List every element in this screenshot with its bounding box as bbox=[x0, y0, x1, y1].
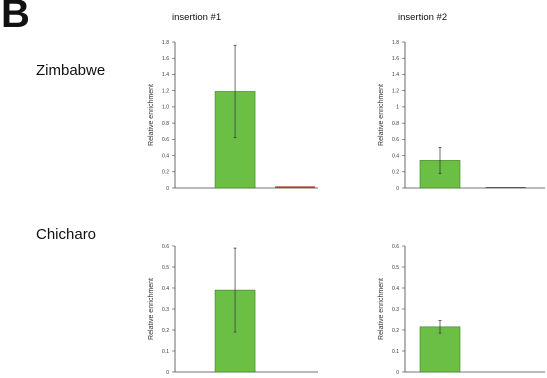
chart-2-y-tick-label: 1.8 bbox=[392, 40, 399, 46]
chart-2-y-tick-label: 0.4 bbox=[392, 153, 399, 159]
chart-1-y-tick-label: 0.4 bbox=[162, 153, 169, 159]
chart-2-bar-2 bbox=[485, 187, 526, 188]
chart-4-y-tick-label: 0.5 bbox=[392, 265, 399, 271]
chart-3-y-tick-label: 0.1 bbox=[162, 349, 169, 355]
chart-2-y-tick-label: 0.8 bbox=[392, 121, 399, 127]
chart-1-y-tick-label: 0 bbox=[166, 186, 169, 192]
chart-1-y-tick-label: 1.6 bbox=[162, 56, 169, 62]
chart-2-y-tick-label: 0 bbox=[396, 186, 399, 192]
chart-1-bar-2 bbox=[275, 186, 316, 188]
chart-3-y-tick-label: 0.2 bbox=[162, 328, 169, 334]
chart-4-y-tick-label: 0.2 bbox=[392, 328, 399, 334]
row-header-chicharo: Chicharo bbox=[36, 226, 97, 243]
chart-2-y-tick-label: 1.4 bbox=[392, 72, 399, 78]
chart-3-y-tick-label: 0.3 bbox=[162, 307, 169, 313]
chart-4-y-tick-label: 0.6 bbox=[392, 244, 399, 250]
chart-1-y-tick-label: 1.2 bbox=[162, 88, 169, 94]
chart-2-y-tick-label: 0.6 bbox=[392, 137, 399, 143]
chart-2-y-tick-label: 1 bbox=[396, 105, 399, 111]
chart-1-y-tick-label: 1.0 bbox=[162, 105, 169, 111]
column-header-insertion-2: insertion #2 bbox=[398, 12, 448, 23]
chart-4-y-tick-label: 0 bbox=[396, 370, 399, 376]
row-header-zimbabwe: Zimbabwe bbox=[36, 62, 106, 79]
chart-2-y-tick-label: 1.2 bbox=[392, 88, 399, 94]
chart-3-y-tick-label: 0.6 bbox=[162, 244, 169, 250]
chart-3-y-axis-label: Relative enrichment bbox=[148, 278, 155, 340]
chart-1-y-tick-label: 0.2 bbox=[162, 170, 169, 176]
chart-2-y-tick-label: 0.2 bbox=[392, 170, 399, 176]
chart-1-y-axis-label: Relative enrichment bbox=[148, 84, 155, 146]
chart-2-y-tick-label: 1.6 bbox=[392, 56, 399, 62]
chart-4-y-tick-label: 0.4 bbox=[392, 286, 399, 292]
column-header-insertion-1: insertion #1 bbox=[172, 12, 222, 23]
chart-1-y-tick-label: 0.6 bbox=[162, 137, 169, 143]
chart-1-y-tick-label: 0.8 bbox=[162, 121, 169, 127]
chart-4-bar-1 bbox=[419, 326, 461, 373]
chart-3-y-tick-label: 0 bbox=[166, 370, 169, 376]
panel-letter: B bbox=[1, 0, 30, 36]
chart-1-y-tick-label: 1.4 bbox=[162, 72, 169, 78]
chart-2-y-axis-label: Relative enrichment bbox=[378, 84, 385, 146]
chart-3-y-tick-label: 0.4 bbox=[162, 286, 169, 292]
chart-3-y-tick-label: 0.5 bbox=[162, 265, 169, 271]
chart-1-y-tick-label: 1.8 bbox=[162, 40, 169, 46]
chart-4-y-tick-label: 0.1 bbox=[392, 349, 399, 355]
chart-4-y-axis-label: Relative enrichment bbox=[378, 278, 385, 340]
chart-4-y-tick-label: 0.3 bbox=[392, 307, 399, 313]
